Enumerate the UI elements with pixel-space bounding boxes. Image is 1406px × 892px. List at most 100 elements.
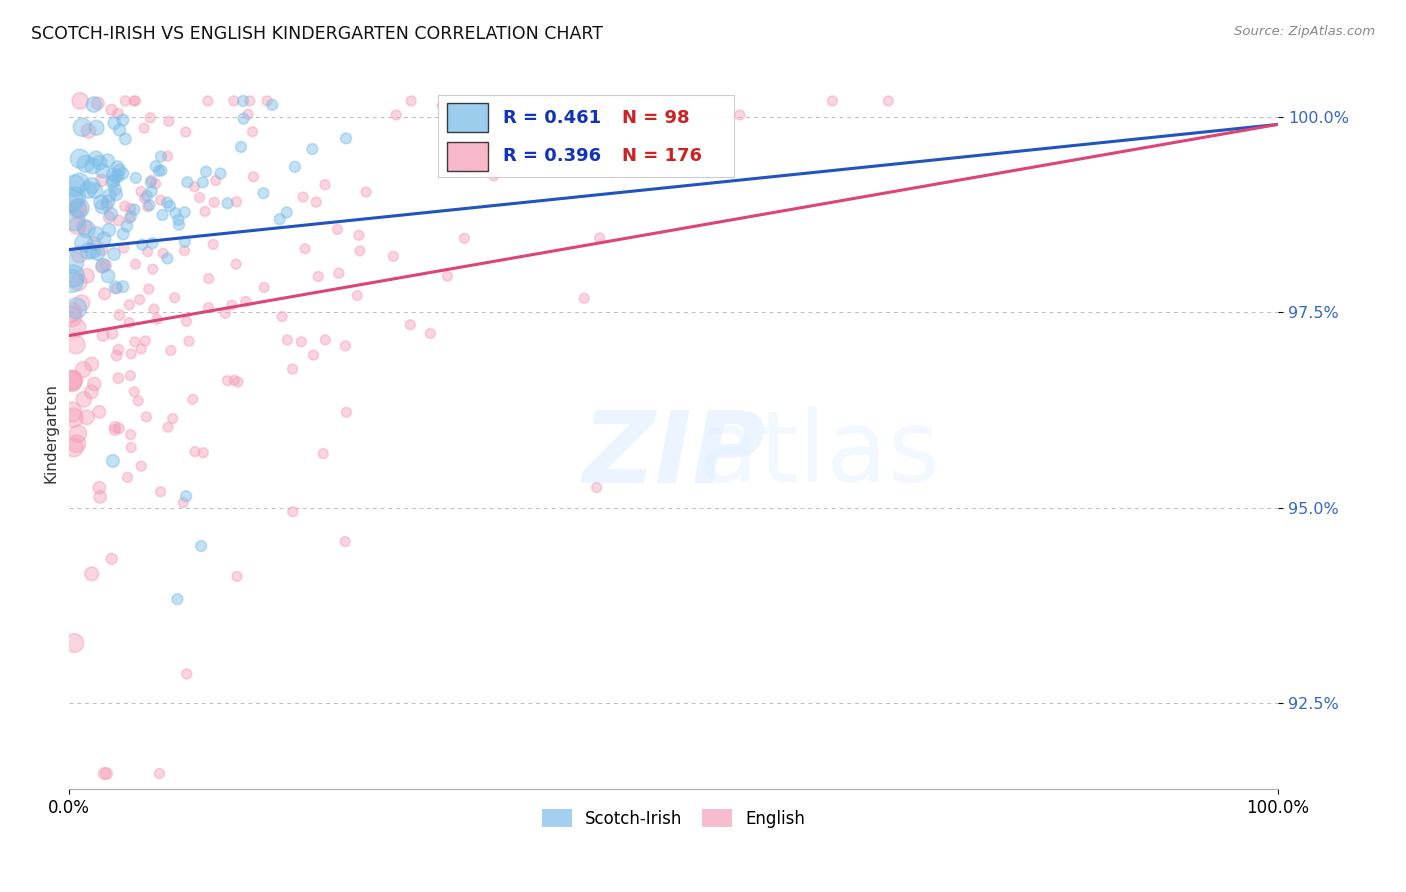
Point <box>83 236 105 251</box>
Point <box>419 326 441 341</box>
Point <box>120 202 142 216</box>
Point <box>197 301 219 315</box>
Point <box>181 392 204 407</box>
Point <box>124 202 146 217</box>
Point <box>141 236 163 251</box>
Point <box>176 667 198 681</box>
Point <box>98 188 121 202</box>
Point <box>232 112 254 126</box>
Point <box>80 566 103 581</box>
Point <box>60 374 83 388</box>
Point <box>114 94 136 108</box>
Point <box>242 125 264 139</box>
Point <box>124 334 146 349</box>
Point <box>292 190 315 204</box>
Point <box>172 496 194 510</box>
Point <box>107 213 129 227</box>
Point <box>385 108 408 122</box>
Point <box>101 326 124 341</box>
Point <box>67 176 90 190</box>
Point <box>111 113 134 128</box>
Point <box>105 349 128 363</box>
Point <box>66 436 89 450</box>
Point <box>69 201 91 215</box>
Point <box>183 179 205 194</box>
Point <box>138 198 160 212</box>
Point <box>67 203 90 218</box>
Point <box>107 343 129 357</box>
Point <box>104 280 127 294</box>
Point <box>143 301 166 316</box>
Point <box>149 193 172 207</box>
Point <box>89 155 111 169</box>
Point <box>70 296 93 310</box>
Point <box>482 169 505 183</box>
Point <box>136 200 159 214</box>
Point <box>93 232 115 246</box>
Point <box>136 244 159 259</box>
Point <box>242 169 264 184</box>
Point <box>149 149 172 163</box>
Point <box>120 368 142 383</box>
Point <box>93 766 115 780</box>
Point <box>132 121 155 136</box>
Point <box>93 286 115 301</box>
Point <box>217 196 239 211</box>
Point <box>197 94 219 108</box>
Point <box>276 205 298 219</box>
Point <box>728 108 751 122</box>
Point <box>65 338 87 352</box>
Point <box>135 409 157 424</box>
Point <box>103 174 125 188</box>
Point <box>84 184 107 198</box>
Point <box>335 131 357 145</box>
Point <box>111 166 134 180</box>
Point <box>115 219 138 233</box>
Point <box>120 427 142 442</box>
Point <box>91 259 114 273</box>
Point <box>124 94 146 108</box>
Point <box>67 426 90 441</box>
Point <box>159 199 181 213</box>
Point <box>191 176 214 190</box>
Point <box>256 94 278 108</box>
Point <box>252 186 274 201</box>
Point <box>114 199 136 213</box>
Point <box>91 200 114 214</box>
Point <box>271 310 294 324</box>
Point <box>118 298 141 312</box>
Point <box>89 405 111 419</box>
Point <box>72 362 94 376</box>
Point <box>97 268 120 283</box>
Point <box>101 175 124 189</box>
Point <box>159 343 181 358</box>
Point <box>60 405 83 419</box>
Point <box>326 222 349 236</box>
Point <box>101 167 124 181</box>
Point <box>63 178 86 193</box>
Point <box>163 291 186 305</box>
Point <box>139 111 162 125</box>
Point <box>149 484 172 499</box>
Point <box>60 375 83 389</box>
Point <box>436 269 458 284</box>
Point <box>276 333 298 347</box>
Point <box>72 120 94 135</box>
Point <box>73 219 96 234</box>
Point <box>107 371 129 385</box>
Point <box>127 393 149 408</box>
Point <box>239 94 262 108</box>
Point <box>335 405 357 419</box>
Point <box>91 164 114 178</box>
Point <box>167 212 190 227</box>
Point <box>156 195 179 210</box>
Point <box>166 592 188 607</box>
Point <box>82 244 104 258</box>
Point <box>66 201 89 215</box>
Point <box>432 98 454 112</box>
Point <box>62 440 84 454</box>
Point <box>77 124 100 138</box>
Point <box>104 420 127 434</box>
Point <box>174 489 197 503</box>
Point <box>262 98 284 112</box>
